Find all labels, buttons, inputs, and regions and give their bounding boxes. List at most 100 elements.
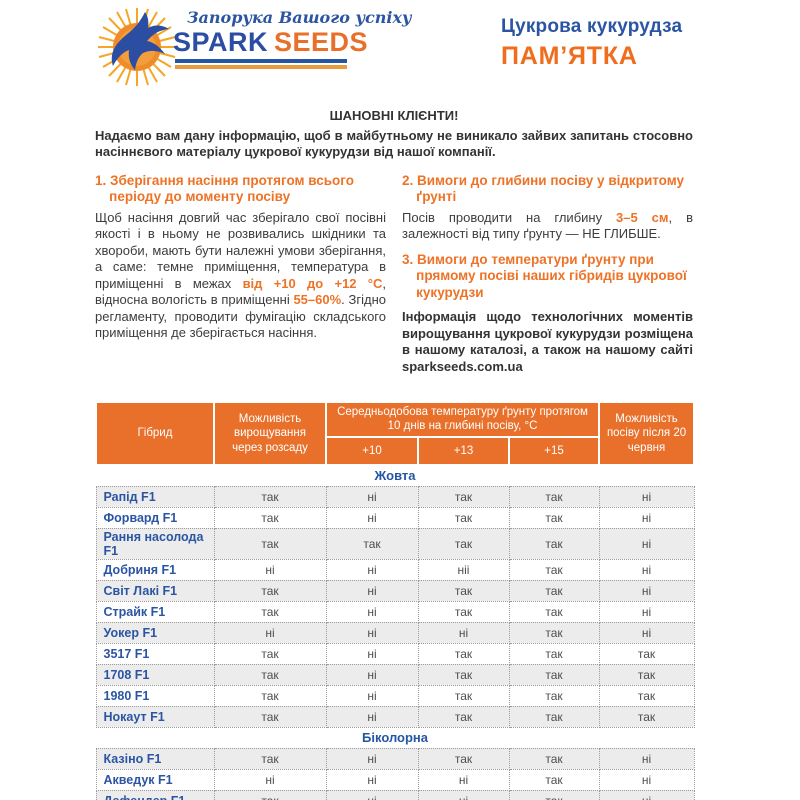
cell-value: ні bbox=[213, 768, 327, 791]
s2-highlight-depth: 3–5 см bbox=[616, 209, 669, 225]
hybrid-name: Уокер F1 bbox=[95, 621, 215, 644]
brand-name: SPARK SEEDS bbox=[173, 28, 412, 56]
s1-text-1: Щоб насіння довгий час зберігало свої по… bbox=[95, 209, 386, 291]
section-title-row: Жовта bbox=[96, 464, 695, 487]
cell-value: так bbox=[508, 684, 600, 707]
cell-value: так bbox=[508, 600, 600, 623]
hybrid-name: Акведук F1 bbox=[95, 768, 215, 791]
cell-value: ні bbox=[598, 600, 695, 623]
hybrid-table-header: Гібрид Можливість вирощування через розс… bbox=[95, 401, 696, 466]
table-row: Рапід F1 так ні так так ні bbox=[95, 485, 695, 508]
logo-tagline: Запорука Вашого успіху bbox=[187, 8, 412, 27]
document-title-block: Цукрова кукурудза ПАМ’ЯТКА bbox=[501, 16, 693, 71]
cell-value: так bbox=[213, 642, 327, 665]
col-header-hybrid: Гібрид bbox=[95, 401, 215, 466]
hybrid-name: Рання насолода F1 bbox=[95, 527, 215, 560]
section-2-heading: 2. Вимоги до глибини посіву у відкритому… bbox=[402, 172, 685, 205]
cell-value: ні bbox=[325, 684, 419, 707]
cell-value: ні bbox=[325, 705, 419, 728]
hybrid-table: Гібрид Можливість вирощування через розс… bbox=[95, 401, 696, 800]
cell-value: так bbox=[417, 642, 510, 665]
brand-word-seeds: SEEDS bbox=[274, 27, 369, 57]
cell-value: ні bbox=[598, 558, 695, 581]
blue-bar bbox=[175, 59, 347, 64]
cell-value: так bbox=[508, 506, 600, 529]
cell-value: ні bbox=[598, 506, 695, 529]
cell-value: ні bbox=[325, 663, 419, 686]
table-row: Страйк F1 так ні так так ні bbox=[95, 600, 695, 623]
cell-value: ні bbox=[598, 789, 695, 800]
table-row: Казіно F1 так ні так так ні bbox=[95, 747, 695, 770]
cell-value: так bbox=[213, 663, 327, 686]
cell-value: так bbox=[598, 684, 695, 707]
cell-value: ні bbox=[213, 621, 327, 644]
table-row: Нокаут F1 так ні так так так bbox=[95, 705, 695, 728]
bird-icon bbox=[111, 12, 169, 70]
table-row: 3517 F1 так ні так так так bbox=[95, 642, 695, 665]
section-1-body: Щоб насіння довгий час зберігало свої по… bbox=[95, 210, 386, 342]
cell-value: так bbox=[598, 705, 695, 728]
sun-bird-icon bbox=[98, 8, 176, 86]
info-columns: 1. Зберігання насіння протягом всього пе… bbox=[95, 173, 693, 388]
section-title: Біколорна bbox=[96, 727, 695, 749]
cell-value: так bbox=[508, 621, 600, 644]
cell-value: так bbox=[417, 527, 510, 560]
document-subtitle: Цукрова кукурудза bbox=[501, 16, 683, 37]
cell-value: ні bbox=[598, 485, 695, 508]
cell-value: ні bbox=[598, 747, 695, 770]
hybrid-table-body: Жовта Рапід F1 так ні так так ні Форвард F1 так н… bbox=[95, 464, 695, 800]
cell-value: ні bbox=[325, 747, 419, 770]
section-title-row: Біколорна bbox=[96, 727, 695, 749]
cell-value: ніі bbox=[417, 558, 510, 581]
cell-value: ні bbox=[213, 558, 327, 581]
cell-value: так bbox=[508, 558, 600, 581]
col-header-seedling: Можливість вирощування через розсаду bbox=[213, 401, 327, 466]
document-title: ПАМ’ЯТКА bbox=[501, 42, 638, 70]
cell-value: так bbox=[508, 768, 600, 791]
cell-value: так bbox=[417, 663, 510, 686]
intro-paragraph: Надаємо вам дану інформацію, щоб в майбу… bbox=[95, 128, 693, 159]
hybrid-name: Страйк F1 bbox=[95, 600, 215, 623]
section-1-heading: 1. Зберігання насіння протягом всього пе… bbox=[95, 172, 354, 205]
col-header-late-sowing: Можливість посіву після 20 червня bbox=[598, 401, 696, 466]
cell-value: так bbox=[213, 600, 327, 623]
hybrid-name: Казіно F1 bbox=[95, 747, 215, 770]
s1-text-2: , відносна вологість в приміщенні bbox=[95, 275, 387, 308]
hybrid-name: Рапід F1 bbox=[95, 485, 215, 508]
cell-value: так bbox=[213, 789, 327, 800]
cell-value: так bbox=[417, 684, 510, 707]
col-header-temp-10: +10 bbox=[325, 435, 419, 466]
greeting-line: ШАНОВНІ КЛІЄНТИ! bbox=[329, 108, 459, 123]
col-header-temp-span: Середньодобова температуру ґрунту протяг… bbox=[324, 401, 601, 438]
cell-value: так bbox=[508, 789, 600, 800]
cell-value: так bbox=[325, 527, 419, 560]
page-header: Запорука Вашого успіху SPARK SEEDS Цукров… bbox=[95, 6, 693, 94]
cell-value: так bbox=[508, 527, 600, 560]
cell-value: ні bbox=[325, 768, 419, 791]
cell-value: так bbox=[598, 663, 695, 686]
cell-value: ні bbox=[325, 642, 419, 665]
table-row: 1708 F1 так ні так так так bbox=[95, 663, 695, 686]
hybrid-name: Форвард F1 bbox=[95, 506, 215, 529]
cell-value: так bbox=[213, 579, 327, 602]
section-3-note: Інформація щодо технологічних моментів в… bbox=[402, 309, 693, 374]
cell-value: ні bbox=[598, 621, 695, 644]
cell-value: так bbox=[417, 579, 510, 602]
cell-value: ні bbox=[325, 621, 419, 644]
cell-value: так bbox=[508, 705, 600, 728]
table-row: Світ Лакі F1 так ні так так ні bbox=[95, 579, 695, 602]
cell-value: ні bbox=[598, 527, 695, 560]
cell-value: так bbox=[508, 579, 600, 602]
cell-value: ні bbox=[325, 579, 419, 602]
hybrid-name: Дефендер F1 bbox=[95, 789, 215, 800]
hybrid-name: Нокаут F1 bbox=[95, 705, 215, 728]
brand-word-spark: SPARK bbox=[173, 27, 269, 57]
s1-text-3: . Згідно регламенту, проводити фумігацію… bbox=[95, 292, 386, 341]
col-header-temp-13: +13 bbox=[417, 435, 510, 466]
hybrid-name: 3517 F1 bbox=[95, 642, 215, 665]
cell-value: так bbox=[417, 747, 510, 770]
hybrid-name: 1708 F1 bbox=[95, 663, 215, 686]
cell-value: так bbox=[508, 642, 600, 665]
cell-value: так bbox=[417, 600, 510, 623]
